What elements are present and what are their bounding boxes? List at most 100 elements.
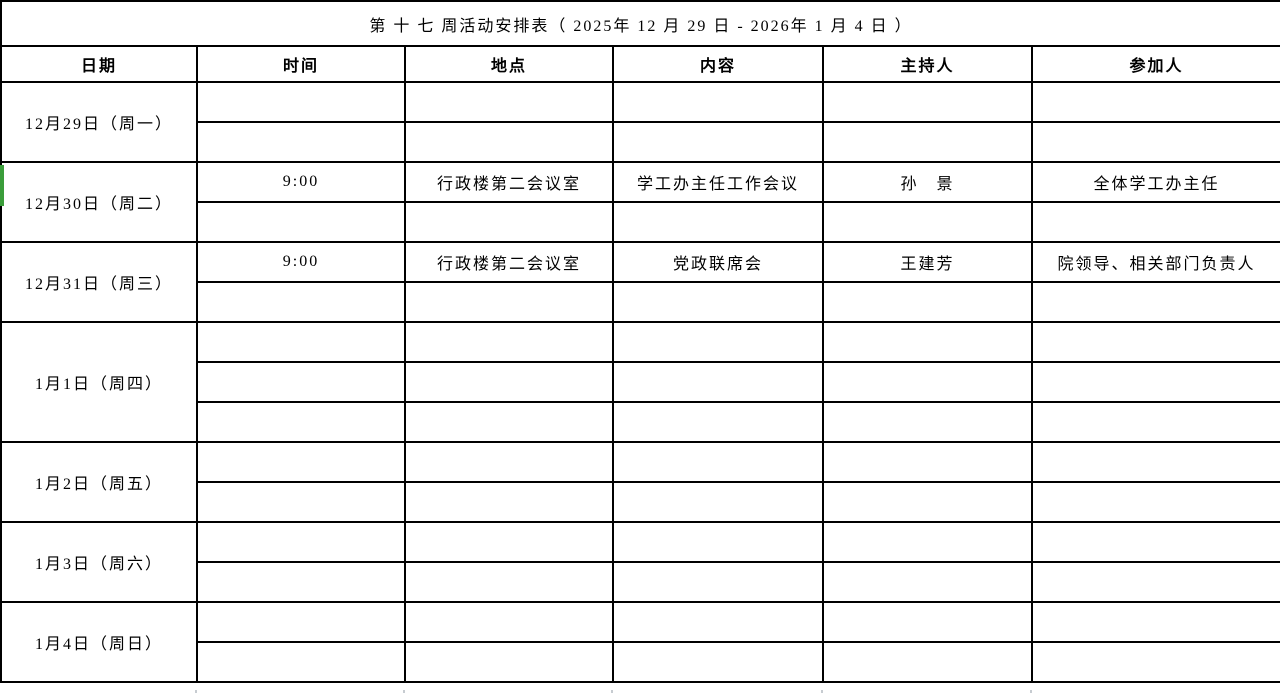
time-cell[interactable] [196,281,406,323]
host-cell[interactable] [822,561,1033,603]
participants-cell[interactable]: 院领导、相关部门负责人 [1031,241,1280,283]
content-cell[interactable]: 学工办主任工作会议 [612,161,824,203]
participants-cell[interactable] [1031,441,1280,483]
location-cell[interactable] [404,81,614,123]
location-cell[interactable] [404,401,614,443]
content-cell[interactable] [612,81,824,123]
time-cell[interactable] [196,561,406,603]
host-cell[interactable] [822,481,1033,523]
participants-cell[interactable] [1031,281,1280,323]
time-cell[interactable] [196,521,406,563]
location-cell[interactable] [404,641,614,683]
content-cell[interactable] [612,441,824,483]
participants-cell[interactable] [1031,201,1280,243]
header-participants[interactable]: 参加人 [1031,45,1280,83]
host-cell[interactable]: 王建芳 [822,241,1033,283]
location-cell[interactable] [404,601,614,643]
participants-cell[interactable] [1031,321,1280,363]
time-cell[interactable] [196,321,406,363]
time-cell[interactable] [196,361,406,403]
participants-cell[interactable] [1031,601,1280,643]
header-row: 日期 时间 地点 内容 主持人 参加人 [0,45,1280,83]
table-row [1,361,1280,403]
participants-cell[interactable] [1031,401,1280,443]
host-cell[interactable] [822,641,1033,683]
location-cell[interactable] [404,441,614,483]
host-cell[interactable] [822,81,1033,123]
time-cell[interactable] [196,441,406,483]
location-cell[interactable] [404,521,614,563]
table-title[interactable]: 第 十 七 周活动安排表（ 2025年 12 月 29 日 - 2026年 1 … [0,0,1280,47]
content-cell[interactable]: 党政联席会 [612,241,824,283]
header-host[interactable]: 主持人 [822,45,1033,83]
table-row [1,121,1280,163]
location-cell[interactable] [404,361,614,403]
time-cell[interactable] [196,641,406,683]
date-cell[interactable]: 1月2日（周五） [0,441,198,523]
header-date[interactable]: 日期 [0,45,198,83]
participants-cell[interactable] [1031,81,1280,123]
content-cell[interactable] [612,601,824,643]
participants-cell[interactable]: 全体学工办主任 [1031,161,1280,203]
location-cell[interactable]: 行政楼第二会议室 [404,161,614,203]
date-cell[interactable]: 12月30日（周二） [0,161,198,243]
table-row: 1月3日（周六） [0,521,1280,603]
location-cell[interactable] [404,561,614,603]
date-cell[interactable]: 12月31日（周三） [0,241,198,323]
location-cell[interactable] [404,281,614,323]
gridline-stub [403,690,405,693]
header-content[interactable]: 内容 [612,45,824,83]
location-cell[interactable] [404,481,614,523]
selection-marker [0,165,4,206]
content-cell[interactable] [612,561,824,603]
content-cell[interactable] [612,361,824,403]
time-cell[interactable] [196,201,406,243]
content-cell[interactable] [612,321,824,363]
host-cell[interactable] [822,321,1033,363]
host-cell[interactable]: 孙 景 [822,161,1033,203]
content-cell[interactable] [612,521,824,563]
host-cell[interactable] [822,121,1033,163]
time-cell[interactable]: 9:00 [196,161,406,203]
date-cell[interactable]: 12月29日（周一） [0,81,198,163]
host-cell[interactable] [822,201,1033,243]
participants-cell[interactable] [1031,481,1280,523]
content-cell[interactable] [612,281,824,323]
date-cell[interactable]: 1月1日（周四） [0,321,198,443]
table-row [1,481,1280,523]
header-location[interactable]: 地点 [404,45,614,83]
participants-cell[interactable] [1031,521,1280,563]
host-cell[interactable] [822,401,1033,443]
location-cell[interactable] [404,201,614,243]
time-cell[interactable]: 9:00 [196,241,406,283]
participants-cell[interactable] [1031,561,1280,603]
host-cell[interactable] [822,281,1033,323]
table-row: 1月1日（周四） [0,321,1280,443]
content-cell[interactable] [612,201,824,243]
time-cell[interactable] [196,121,406,163]
header-time[interactable]: 时间 [196,45,406,83]
host-cell[interactable] [822,441,1033,483]
time-cell[interactable] [196,601,406,643]
date-cell[interactable]: 1月3日（周六） [0,521,198,603]
participants-cell[interactable] [1031,361,1280,403]
location-cell[interactable] [404,121,614,163]
participants-cell[interactable] [1031,121,1280,163]
time-cell[interactable] [196,481,406,523]
location-cell[interactable] [404,321,614,363]
content-cell[interactable] [612,121,824,163]
host-cell[interactable] [822,601,1033,643]
content-cell[interactable] [612,481,824,523]
date-cell[interactable]: 1月4日（周日） [0,601,198,683]
gridline-stub [821,690,823,693]
gridline-stub [611,690,613,693]
host-cell[interactable] [822,361,1033,403]
content-cell[interactable] [612,641,824,683]
location-cell[interactable]: 行政楼第二会议室 [404,241,614,283]
content-cell[interactable] [612,401,824,443]
host-cell[interactable] [822,521,1033,563]
time-cell[interactable] [196,401,406,443]
time-cell[interactable] [196,81,406,123]
participants-cell[interactable] [1031,641,1280,683]
